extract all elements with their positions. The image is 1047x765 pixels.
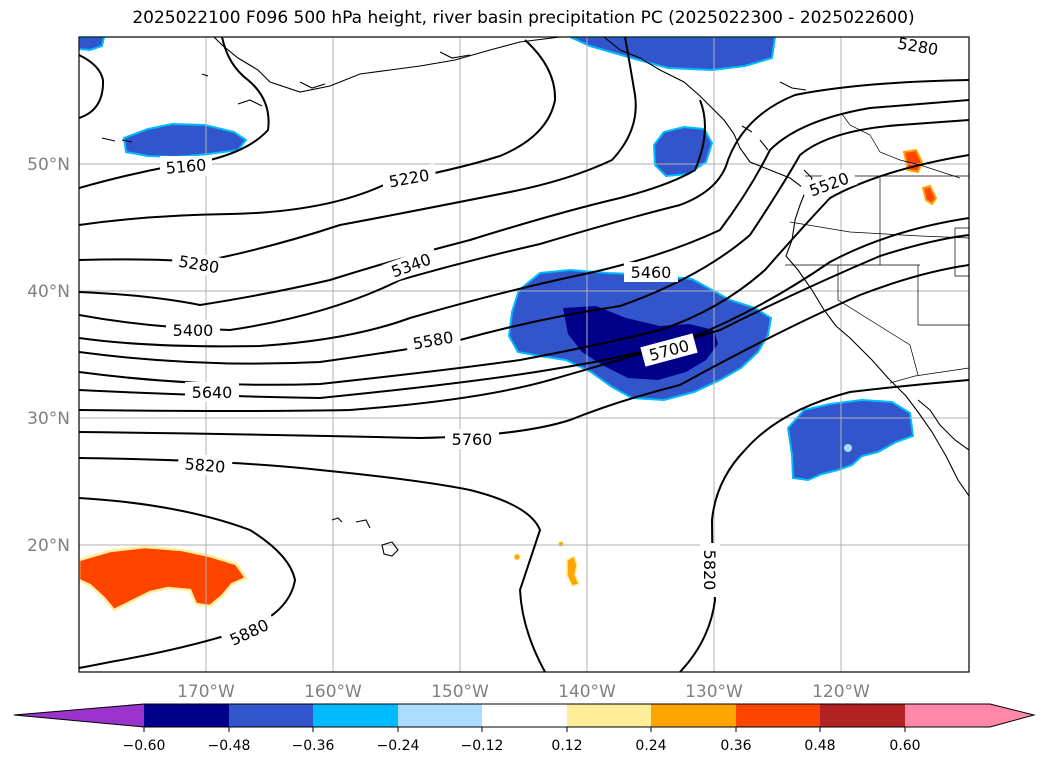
lon-tick-170w: 170°W [177, 682, 235, 702]
colorbar-tick-2: −0.48 [208, 738, 251, 754]
graticule [79, 37, 969, 672]
precip-positive-region-west [79, 545, 248, 612]
height-contours [79, 37, 969, 672]
colorbar-segment-3 [313, 704, 398, 727]
contour-label-layer: 5160 5220 5280 5280 5340 5400 5460 5520 … [160, 34, 947, 653]
contour-label-5820-east: 5820 [700, 550, 719, 591]
precip-weak-spot [844, 444, 852, 452]
precip-negative-region-gulf-alaska [569, 37, 777, 72]
contour-label-5160: 5160 [165, 155, 207, 177]
colorbar-segment-7 [651, 704, 736, 727]
colorbar-tick-8: 0.36 [720, 738, 751, 754]
colorbar-tick-10: 0.60 [889, 738, 920, 754]
map-frame [78, 36, 970, 673]
lon-tick-120w: 120°W [812, 682, 870, 702]
lat-tick-40n: 40°N [27, 282, 70, 302]
colorbar-tick-6: 0.12 [551, 738, 582, 754]
precip-positive-region-hawaii [566, 554, 581, 587]
colorbar-segment-10 [905, 704, 990, 727]
colorbar-tick-3: −0.36 [292, 738, 335, 754]
contour-label-5400: 5400 [173, 321, 214, 340]
colorbar-tick-7: 0.24 [635, 738, 666, 754]
colorbar-extend-high [990, 704, 1034, 727]
lat-tick-30n: 30°N [27, 409, 70, 429]
colorbar-tick-5: −0.12 [461, 738, 504, 754]
colorbar-segment-4 [398, 704, 482, 727]
precip-negative-region-bering [122, 122, 248, 159]
colorbar-segment-9 [820, 704, 905, 727]
colorbar-segment-2 [229, 704, 313, 727]
contour-label-5460: 5460 [631, 263, 672, 282]
colorbar-tick-1: −0.60 [123, 738, 166, 754]
map-area: 5160 5220 5280 5280 5340 5400 5460 5520 … [79, 34, 969, 672]
lon-tick-150w: 150°W [431, 682, 489, 702]
colorbar-tick-4: −0.24 [377, 738, 420, 754]
contour-label-5280-east: 5280 [896, 34, 939, 60]
lon-tick-160w: 160°W [304, 682, 362, 702]
colorbar-segment-1 [144, 704, 229, 727]
lon-tick-130w: 130°W [685, 682, 743, 702]
lat-tick-20n: 20°N [27, 536, 70, 556]
lat-tick-50n: 50°N [27, 155, 70, 175]
longitude-axis: 170°W 160°W 150°W 140°W 130°W 120°W [177, 682, 870, 702]
colorbar-segment-6 [567, 704, 651, 727]
figure-title: 2025022100 F096 500 hPa height, river ba… [132, 8, 915, 28]
contour-label-5640: 5640 [192, 383, 233, 402]
precip-positive-region-idaho [921, 184, 938, 206]
colorbar-extend-low [14, 704, 144, 727]
precip-negative-region-socal [786, 398, 915, 482]
coastlines [101, 37, 969, 557]
latitude-axis: 20°N 30°N 40°N 50°N [27, 155, 70, 556]
precip-positive-dot-2 [558, 541, 564, 547]
lon-tick-140w: 140°W [558, 682, 616, 702]
contour-label-5760: 5760 [452, 430, 493, 449]
colorbar: −0.60 −0.48 −0.36 −0.24 −0.12 0.12 0.24 … [13, 703, 1036, 754]
colorbar-segment-5 [482, 704, 567, 727]
contour-label-5820-west: 5820 [184, 454, 226, 476]
precip-positive-dot [513, 553, 521, 561]
precip-negative-region-topleft [79, 37, 106, 52]
colorbar-tick-9: 0.48 [804, 738, 835, 754]
colorbar-segment-8 [736, 704, 820, 727]
